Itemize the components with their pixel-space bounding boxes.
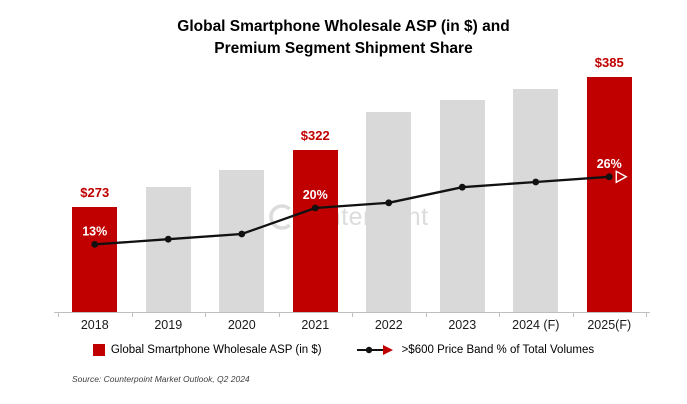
x-axis-label: 2019 [154, 318, 183, 332]
plot-area: $273 $322 $385 13% 20% 26% [58, 55, 647, 312]
asp-bar-2019 [145, 186, 191, 312]
source-note: Source: Counterpoint Market Outlook, Q2 … [72, 374, 250, 384]
bar-legend-swatch-icon [92, 344, 105, 356]
axis-tick [646, 312, 647, 317]
bar-value-label: $273 [80, 184, 110, 200]
asp-bar-2018 [72, 206, 118, 312]
x-axis [54, 312, 650, 317]
axis-tick [572, 312, 574, 317]
bar-column-2021: $322 [279, 70, 353, 312]
bar-column-2023 [426, 70, 500, 312]
asp-bar-2022 [366, 111, 412, 312]
asp-bar-2021 [292, 149, 338, 312]
asp-bar-2023 [439, 100, 485, 312]
x-axis-label: 2018 [80, 318, 109, 332]
bar-column-2025(F): $385 [573, 55, 647, 312]
bar-column-2024 (F) [499, 70, 573, 312]
axis-tick [352, 312, 353, 317]
legend-item-asp: Global Smartphone Wholesale ASP (in $) [92, 344, 322, 356]
x-axis-label: 2024 (F) [512, 318, 560, 332]
asp-bar-2020 [219, 169, 265, 312]
line-legend-icon [356, 345, 393, 355]
legend-label-asp: Global Smartphone Wholesale ASP (in $) [110, 344, 322, 356]
bar-value-label: $322 [300, 127, 330, 143]
chart-title-line1: Global Smartphone Wholesale ASP (in $) a… [177, 18, 510, 35]
x-axis-label: 2022 [374, 318, 403, 332]
chart-title: Global Smartphone Wholesale ASP (in $) a… [0, 16, 687, 60]
axis-tick [425, 312, 427, 317]
asp-bar-2025(F) [586, 77, 632, 312]
chart-title-line2: Premium Segment Shipment Share [214, 40, 473, 57]
legend: Global Smartphone Wholesale ASP (in $) >… [0, 344, 687, 356]
bar-value-label: $385 [594, 55, 624, 70]
legend-label-price-band: >$600 Price Band % of Total Volumes [401, 344, 595, 356]
x-axis-label: 2021 [301, 318, 330, 332]
x-axis-label: 2023 [448, 318, 477, 332]
bar-column-2019 [132, 70, 206, 312]
axis-tick [131, 312, 133, 317]
bar-column-2018: $273 [58, 70, 132, 312]
axis-tick [499, 312, 500, 317]
x-axis-label: 2020 [227, 318, 256, 332]
x-axis-labels: 2018 2019 2020 2021 2022 2023 2024 (F) 2025(F) [58, 318, 646, 332]
x-axis-label: 2025(F) [587, 318, 632, 332]
axis-tick [278, 312, 280, 317]
bar-column-2020 [205, 70, 279, 312]
asp-bar-2024 (F) [513, 88, 559, 312]
legend-item-price-band: >$600 Price Band % of Total Volumes [356, 344, 595, 356]
axis-tick [58, 312, 59, 317]
axis-tick [205, 312, 206, 317]
bar-column-2022 [352, 70, 426, 312]
